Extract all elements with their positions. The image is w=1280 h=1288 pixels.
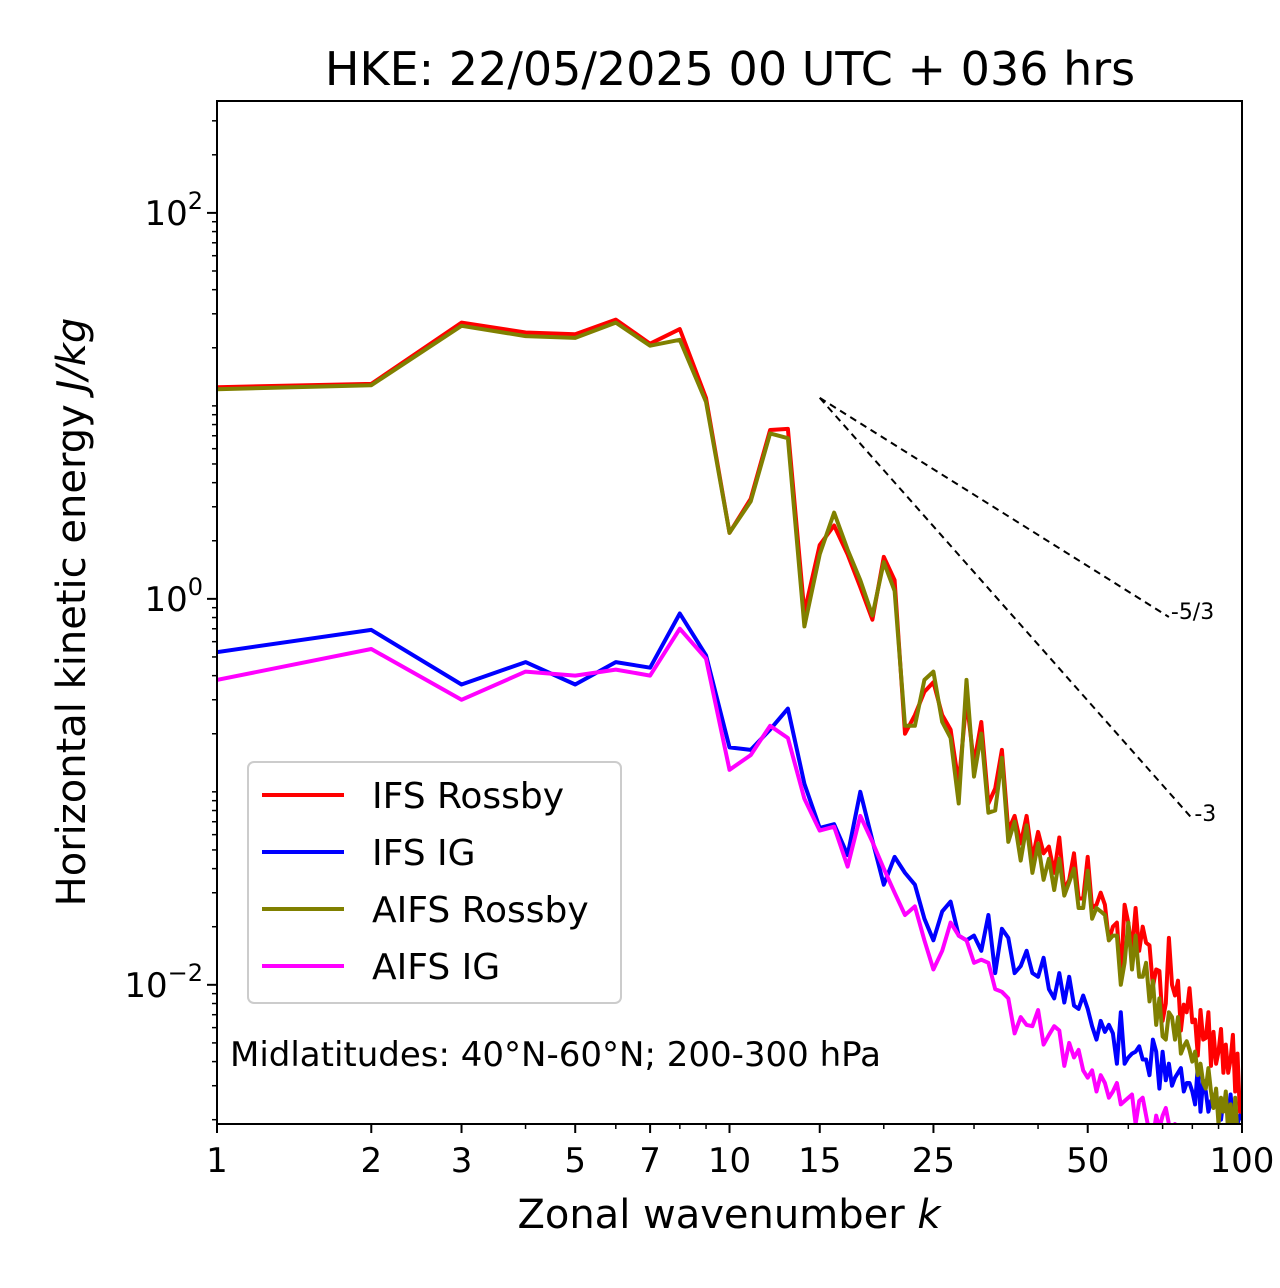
x-axis-ticks: 1 2 3 5 7 10 15 25 50 100 bbox=[206, 1124, 1274, 1181]
x-tick-label: 7 bbox=[639, 1141, 661, 1181]
y-axis-ticks: 102 100 10−2 bbox=[124, 120, 217, 1121]
x-tick-label: 3 bbox=[451, 1141, 473, 1181]
chart-title: HKE: 22/05/2025 00 UTC + 036 hrs bbox=[325, 42, 1135, 96]
x-tick-label: 10 bbox=[708, 1141, 751, 1181]
series-line-aifs-rossby bbox=[217, 320, 1239, 1124]
series-line-ifs-ig bbox=[217, 611, 1242, 1124]
reference-slope-label: -3 bbox=[1194, 802, 1216, 827]
x-tick-label: 25 bbox=[912, 1141, 955, 1181]
reference-slope-line bbox=[818, 397, 1194, 820]
region-annotation: Midlatitudes: 40°N-60°N; 200-300 hPa bbox=[230, 1035, 881, 1075]
series-line-aifs-ig bbox=[217, 626, 1178, 1124]
legend-label: IFS Rossby bbox=[372, 776, 564, 817]
x-axis-label: Zonal wavenumber k bbox=[517, 1192, 942, 1238]
x-tick-label: 50 bbox=[1066, 1141, 1109, 1181]
plot-frame bbox=[216, 100, 1243, 1125]
legend-label: AIFS Rossby bbox=[372, 890, 589, 931]
x-tick-label: 1 bbox=[206, 1141, 228, 1181]
y-tick-label: 102 bbox=[144, 187, 203, 234]
data-series bbox=[217, 317, 1242, 1124]
y-tick-label: 100 bbox=[144, 573, 203, 620]
y-tick-label: 10−2 bbox=[124, 959, 203, 1006]
legend-box bbox=[247, 761, 622, 1004]
x-tick-label: 5 bbox=[564, 1141, 586, 1181]
x-tick-label: 2 bbox=[360, 1141, 382, 1181]
reference-slope-line bbox=[819, 397, 1170, 618]
x-tick-label: 15 bbox=[798, 1141, 841, 1181]
legend-label: IFS IG bbox=[372, 833, 476, 874]
reference-slopes: -5/3 -3 bbox=[818, 397, 1216, 827]
legend-label: AIFS IG bbox=[372, 947, 500, 988]
legend: IFS Rossby IFS IG AIFS Rossby AIFS IG bbox=[247, 761, 622, 1004]
x-tick-label: 100 bbox=[1210, 1141, 1275, 1181]
y-axis-label: Horizontal kinetic energy J/kg bbox=[49, 318, 95, 907]
reference-slope-label: -5/3 bbox=[1171, 600, 1214, 625]
